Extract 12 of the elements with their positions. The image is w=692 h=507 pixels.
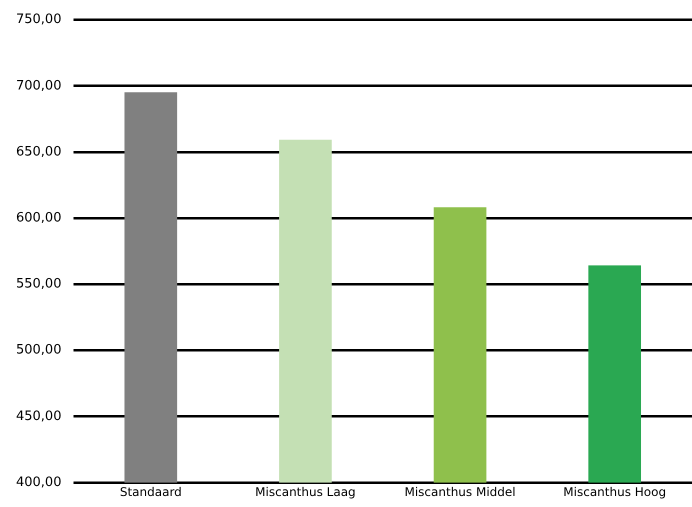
- x-tick-label: Miscanthus Laag: [255, 484, 356, 499]
- x-tick-label: Miscanthus Hoog: [563, 484, 666, 499]
- x-tick-label: Standaard: [120, 484, 182, 499]
- x-tick-label: Miscanthus Middel: [404, 484, 516, 499]
- y-tick-label: 400,00: [16, 474, 62, 490]
- y-tick-label: 700,00: [16, 78, 62, 94]
- y-tick-label: 750,00: [16, 12, 62, 28]
- y-tick-label: 600,00: [16, 210, 62, 226]
- y-tick-label: 550,00: [16, 276, 62, 292]
- y-tick-label: 500,00: [16, 342, 62, 358]
- y-tick-label: 650,00: [16, 144, 62, 160]
- y-tick-label: 450,00: [16, 408, 62, 424]
